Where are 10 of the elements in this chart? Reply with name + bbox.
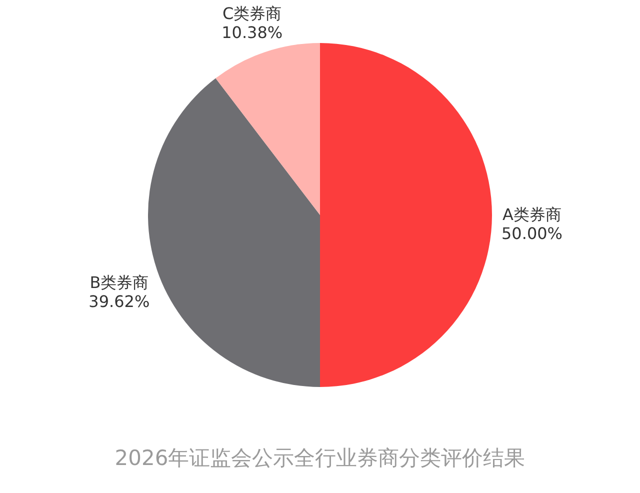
data-label: 50.00%	[501, 224, 563, 243]
text: 2026年证监会公示全行业券商分类评价结果	[114, 446, 526, 470]
data-label: 10.38%	[222, 23, 283, 42]
pie-slice	[320, 43, 492, 387]
slice-label: C类券商	[222, 4, 282, 24]
data-label: 39.62%	[88, 292, 150, 311]
pie-slice	[148, 78, 320, 387]
slice-label: B类券商	[90, 272, 149, 292]
slice-label: A类券商	[502, 205, 562, 224]
pie-slice	[216, 43, 320, 215]
